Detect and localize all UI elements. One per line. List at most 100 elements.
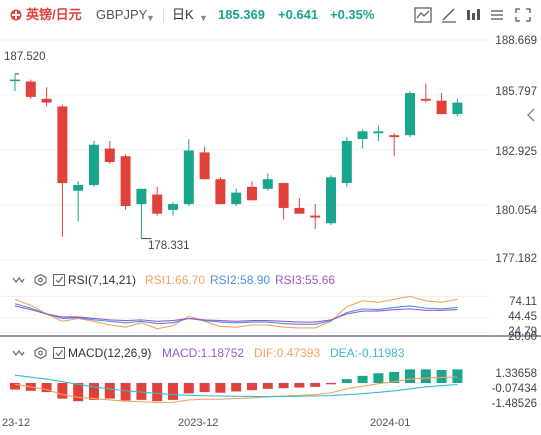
currency-flag-icon: [10, 9, 22, 21]
macd-bar: [152, 383, 163, 402]
candle-body: [152, 194, 163, 214]
macd-bar: [41, 383, 52, 393]
dif-line: [14, 376, 458, 404]
macd-level-label: 1.33658: [495, 368, 537, 380]
collapse-panel-icon[interactable]: [526, 108, 536, 122]
candle: [136, 188, 147, 239]
rsi-level-label: 74.11: [509, 296, 537, 308]
candle: [73, 181, 84, 222]
rsi1-value: 66.70: [175, 273, 206, 287]
price-change-percent: +0.35%: [330, 7, 375, 22]
y-tick-label: 185.797: [495, 86, 537, 98]
dea-value: -0.11983: [358, 346, 405, 360]
dif-label: DIF:0.47393: [254, 346, 321, 360]
rsi-level-label: 24.79: [508, 326, 537, 338]
indicator-settings-icon[interactable]: [34, 347, 47, 359]
settings-icon[interactable]: [488, 7, 506, 23]
candlestick-chart[interactable]: [0, 30, 541, 268]
rsi-level-label: 20.00: [508, 331, 537, 343]
candle-body: [420, 98, 431, 101]
candle: [278, 183, 289, 220]
macd-bar: [436, 370, 447, 383]
candle: [389, 133, 400, 157]
macd-level-label: -0.07434: [491, 383, 537, 395]
low-price-annotation: 178.331: [148, 240, 190, 252]
last-price: 185.369: [218, 7, 265, 22]
candle: [341, 137, 352, 187]
candle-body: [215, 179, 226, 205]
candle-body: [341, 140, 352, 184]
macd-level-label: -1.48526: [491, 398, 537, 410]
draw-icon[interactable]: [440, 7, 458, 23]
candle: [10, 73, 20, 92]
indicator-icon[interactable]: [414, 7, 432, 23]
candle: [152, 186, 163, 216]
indicator-select-icon[interactable]: [53, 274, 66, 286]
period-dropdown-icon[interactable]: ▼: [199, 13, 208, 23]
collapse-indicator-icon[interactable]: [12, 274, 25, 286]
rsi-header: RSI(7,14,21) RSI1:66.70 RSI2:58.90 RSI3:…: [0, 272, 541, 288]
macd-bar: [57, 383, 68, 399]
rsi3-label: RSI3:55.66: [275, 273, 336, 287]
candle-body: [10, 79, 20, 82]
candle-body: [357, 131, 368, 139]
macd-bar: [310, 383, 321, 387]
candle-body: [199, 152, 210, 180]
candle: [89, 140, 99, 187]
collapse-indicator-icon[interactable]: [12, 347, 25, 359]
macd-header: MACD(12,26,9) MACD:1.18752 DIF:0.47393 D…: [0, 345, 541, 361]
macd-bar: [420, 369, 431, 383]
candle: [262, 173, 273, 191]
indicator-select-icon[interactable]: [53, 347, 66, 359]
macd-bar: [104, 383, 115, 399]
candle-body: [183, 150, 194, 205]
symbol-toolbar: 英镑/日元 GBPJPY ▼ 日K ▼ 185.369 +0.641 +0.35…: [0, 0, 541, 30]
rsi-chart[interactable]: [0, 288, 541, 338]
candle-body: [41, 98, 52, 103]
candle: [405, 91, 415, 138]
candle: [420, 83, 431, 103]
symbol-name[interactable]: 英镑/日元: [26, 7, 82, 22]
candle-body: [231, 192, 242, 205]
candle-body: [247, 186, 257, 201]
compare-icon[interactable]: [464, 7, 482, 23]
macd-label: MACD:1.18752: [162, 346, 245, 360]
candle: [357, 129, 368, 149]
price-change: +0.641: [278, 7, 319, 22]
candle-body: [310, 215, 321, 218]
candle: [326, 175, 336, 226]
macd-bar: [247, 383, 257, 391]
macd-bar: [10, 383, 20, 390]
symbol-code[interactable]: GBPJPY: [96, 7, 148, 22]
x-axis-label: 2023-12: [178, 417, 219, 429]
fullscreen-icon[interactable]: [514, 7, 532, 23]
macd-value: 1.18752: [200, 346, 245, 360]
candle: [310, 204, 321, 230]
macd-bar: [89, 383, 99, 400]
rsi2-value: 58.90: [240, 273, 271, 287]
candle: [199, 146, 210, 180]
macd-bar: [389, 371, 400, 383]
candle-body: [120, 156, 131, 207]
macd-bar: [231, 383, 242, 392]
dea-line: [14, 374, 458, 398]
rsi3-value: 55.66: [305, 273, 336, 287]
candle-body: [294, 207, 305, 214]
candle: [452, 98, 463, 117]
candle: [231, 188, 242, 207]
candle: [247, 181, 257, 201]
macd-bar: [73, 383, 84, 402]
symbol-dropdown-icon[interactable]: ▼: [146, 13, 155, 23]
y-tick-label: 177.182: [495, 253, 537, 265]
indicator-settings-icon[interactable]: [34, 274, 47, 286]
period-selector[interactable]: 日K: [172, 7, 194, 22]
rsi-line-2: [14, 303, 458, 325]
macd-chart[interactable]: [0, 362, 541, 414]
macd-bar: [183, 383, 194, 394]
candle-body: [89, 144, 99, 185]
macd-bar: [373, 373, 384, 383]
candle-body: [104, 148, 115, 162]
macd-bar: [357, 375, 368, 383]
candle-body: [373, 131, 384, 134]
candle-body: [25, 81, 36, 97]
